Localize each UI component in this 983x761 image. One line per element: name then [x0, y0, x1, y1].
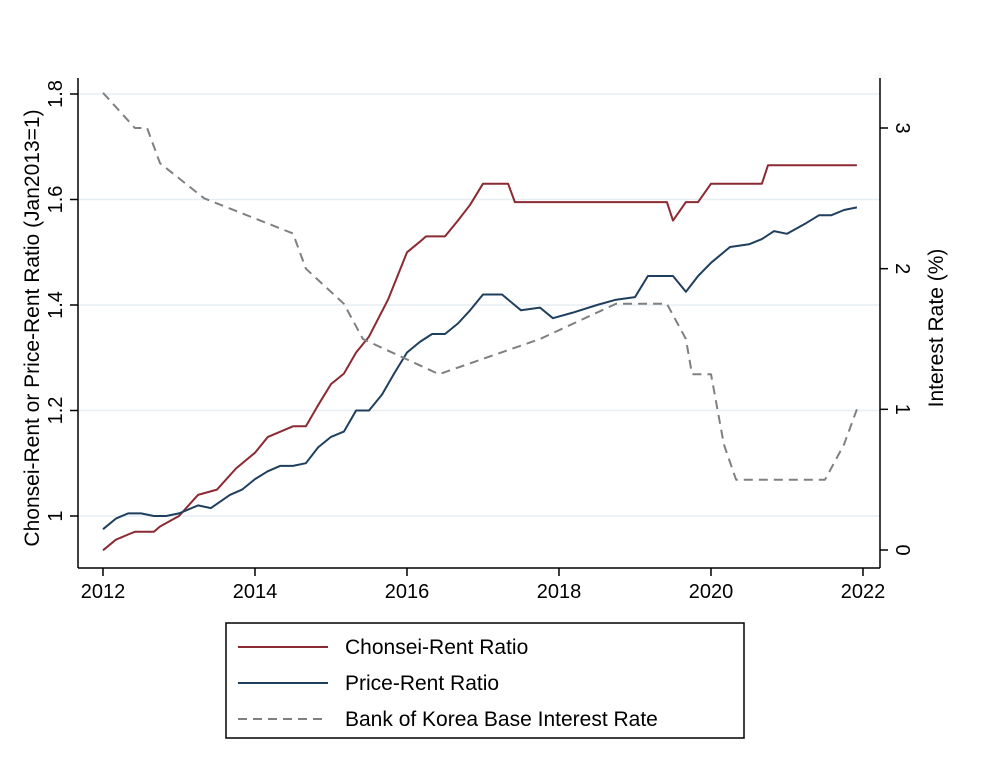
- left-axis-tick-label: 1: [45, 510, 67, 521]
- left-axis-title: Chonsei-Rent or Price-Rent Ratio (Jan201…: [21, 109, 44, 546]
- left-axis-tick-label: 1.8: [45, 80, 67, 108]
- right-axis-tick-label: 1: [891, 404, 913, 415]
- x-axis-tick-label: 2012: [81, 581, 126, 603]
- right-axis-tick-label: 2: [891, 263, 913, 274]
- axes: 1 1.2 1.4 1.6 1.8 0 1 2 3 2012 2014 2016 2018 2020 202…: [45, 78, 913, 603]
- x-axis-tick-label: 2020: [689, 581, 734, 603]
- x-axis-tick-label: 2022: [841, 581, 886, 603]
- right-axis-tick-label: 3: [891, 122, 913, 133]
- legend: Chonsei-Rent Ratio Price-Rent Ratio Bank o…: [225, 622, 745, 739]
- legend-label-3: Bank of Korea Base Interest Rate: [345, 708, 658, 731]
- left-axis-tick-label: 1.6: [45, 186, 67, 214]
- x-axis-tick-label: 2016: [385, 581, 430, 603]
- series-line-1: [102, 164, 857, 552]
- right-axis-tick-label: 0: [891, 544, 913, 555]
- series-lines: [102, 92, 858, 552]
- series-line-2: [102, 206, 858, 530]
- legend-box: [225, 622, 745, 739]
- legend-label-2: Price-Rent Ratio: [345, 672, 499, 695]
- legend-label-1: Chonsei-Rent Ratio: [345, 636, 528, 659]
- x-axis-tick-label: 2014: [233, 581, 278, 603]
- gridlines: [78, 93, 880, 517]
- left-axis-tick-label: 1.2: [45, 397, 67, 425]
- x-axis-tick-label: 2018: [537, 581, 582, 603]
- right-axis-title: Interest Rate (%): [925, 249, 948, 408]
- series-line-3: [102, 92, 858, 481]
- left-axis-tick-label: 1.4: [45, 291, 67, 319]
